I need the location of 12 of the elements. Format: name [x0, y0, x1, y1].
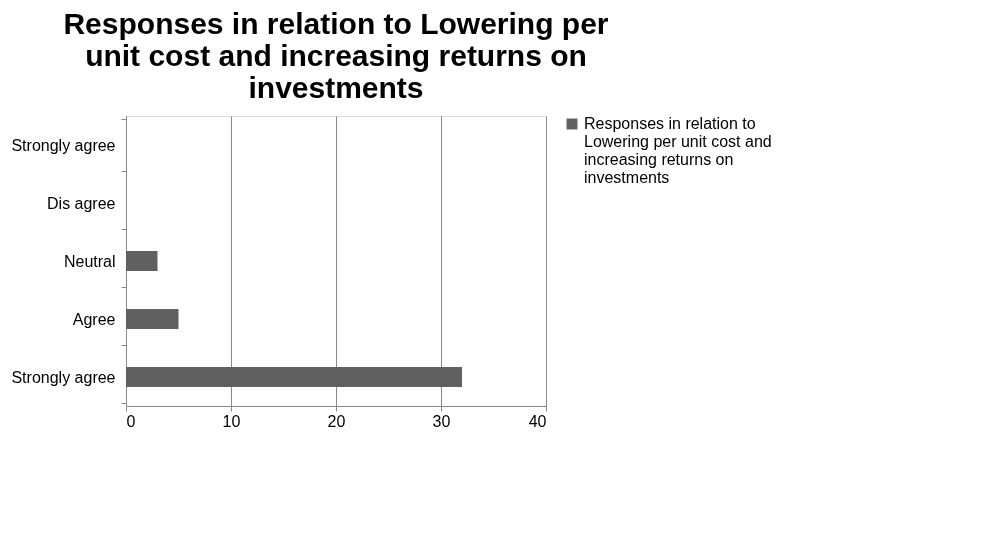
x-tick-label: 0 — [126, 412, 136, 430]
x-tick-label: 40 — [528, 412, 547, 430]
x-tick-label: 30 — [432, 412, 451, 430]
legend-label: Responses in relation to Lowering per unit cost and increasing returns on investments — [584, 115, 772, 186]
chart-title: Responses in relation to Lowering per unit cost and increasing returns on investments — [63, 7, 609, 104]
y-tick-label: Strongly agree — [11, 368, 116, 386]
x-tick-label: 10 — [222, 412, 241, 430]
y-tick-label: Dis agree — [47, 194, 116, 212]
x-tick-label: 20 — [327, 412, 346, 430]
y-tick-label: Neutral — [63, 252, 116, 270]
y-tick-label: Agree — [72, 310, 116, 328]
y-tick-label: Strongly agree — [11, 136, 116, 154]
